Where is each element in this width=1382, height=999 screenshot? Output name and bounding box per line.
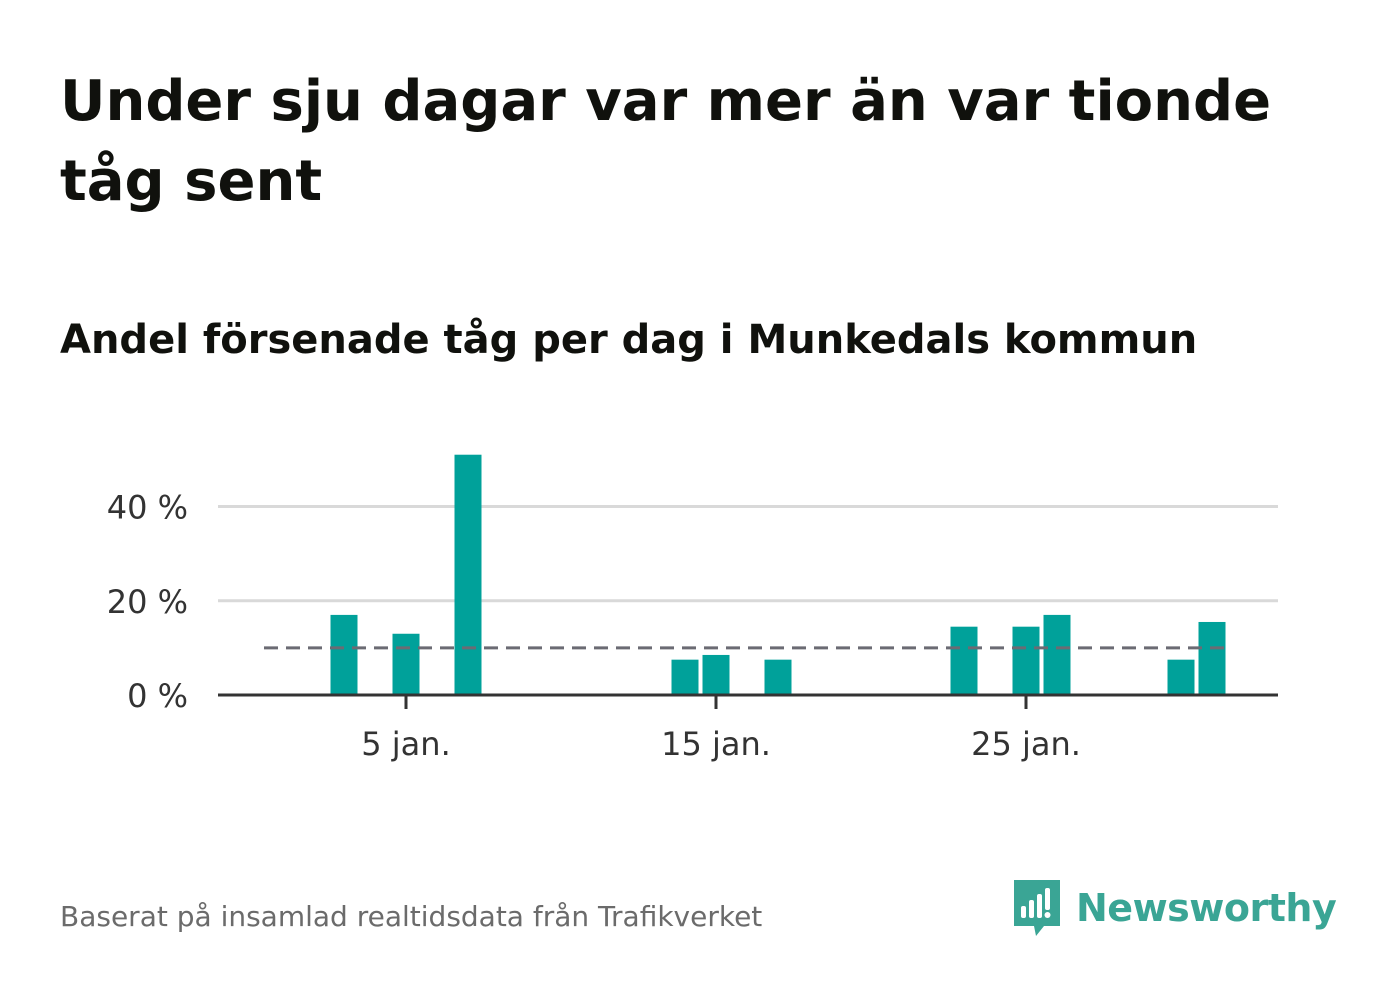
bar: [1043, 614, 1071, 695]
bar: [764, 659, 792, 695]
bar: [671, 659, 699, 695]
chart-title: Under sju dagar var mer än var tionde tå…: [60, 69, 1272, 214]
bar: [702, 654, 730, 695]
chart-subtitle: Andel försenade tåg per dag i Munkedals …: [60, 317, 1198, 363]
brand-name: Newsworthy: [1076, 886, 1337, 930]
bars: [330, 454, 1226, 695]
grid-lines: [218, 505, 1278, 603]
y-tick-label: 0 %: [127, 677, 188, 715]
x-tick-label: 25 jan.: [971, 725, 1081, 763]
x-tick-label: 15 jan.: [661, 725, 771, 763]
bar: [1167, 659, 1195, 695]
bar: [454, 454, 482, 695]
newsworthy-logo-icon: [1014, 880, 1060, 936]
bar: [1198, 621, 1226, 695]
x-tick-label: 5 jan.: [361, 725, 450, 763]
y-tick-label: 20 %: [107, 583, 188, 621]
bar: [950, 626, 978, 695]
bar: [392, 633, 420, 695]
bar: [1012, 626, 1040, 695]
axes: 0 % 20 % 40 % 5 jan. 15 jan. 25 jan.: [107, 489, 1278, 763]
y-tick-label: 40 %: [107, 489, 188, 527]
bar: [330, 614, 358, 695]
brand-logo: Newsworthy: [1010, 876, 1337, 940]
source-note: Baserat på insamlad realtidsdata från Tr…: [60, 900, 763, 933]
